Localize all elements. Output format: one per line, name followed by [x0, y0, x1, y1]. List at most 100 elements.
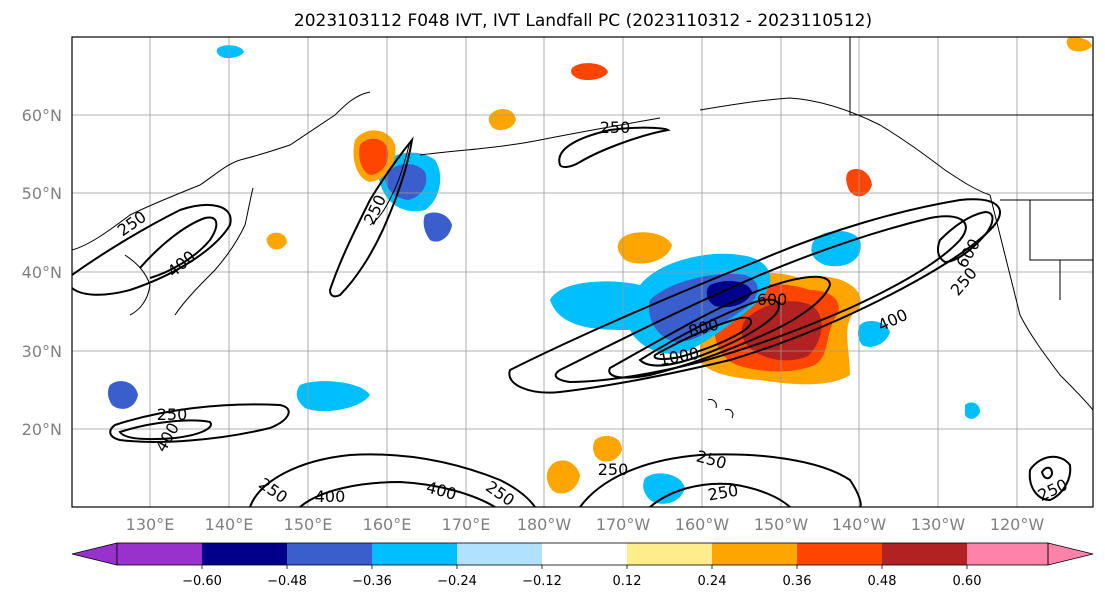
- border-canada: [849, 37, 1093, 116]
- positive-anomaly-patch-2: [617, 232, 672, 264]
- contour-250-south-2: [249, 453, 536, 507]
- contour-250-south-east: [1028, 455, 1072, 502]
- lat-label: 30°N: [22, 342, 62, 361]
- contour-600-main: [608, 275, 832, 379]
- figure-title: 2023103112 F048 IVT, IVT Landfall PC (20…: [294, 11, 872, 31]
- coastline-aleutians: [419, 117, 661, 156]
- colorbar-tick-label: −0.48: [267, 574, 307, 589]
- contour-250-south-3: [579, 453, 862, 507]
- coastline-north-america: [989, 194, 1093, 411]
- colorbar-segment: [882, 543, 967, 565]
- lon-label: 120°W: [990, 515, 1045, 534]
- contour-250-kamchatka: [328, 136, 414, 298]
- negative-anomaly-patch-9: [965, 402, 980, 419]
- positive-anomaly-patch-8: [266, 232, 287, 250]
- contour-250-japan: [72, 204, 232, 296]
- coastline-alaska: [699, 97, 991, 196]
- colorbar-tick-label: 0.48: [868, 574, 897, 589]
- positive-anomaly-patch-6: [592, 435, 622, 462]
- colorbar-tick-labels: −0.60 −0.48 −0.36 −0.24 −0.12 0.12 0.24 …: [182, 574, 981, 589]
- colorbar-ticks: [201, 565, 968, 569]
- coastline-korea: [124, 254, 151, 316]
- positive-anomaly-kamchatka-core: [359, 138, 389, 175]
- colorbar-segment: [967, 543, 1048, 565]
- colorbar-segment: [287, 543, 372, 565]
- colorbar-over-extension: [1047, 542, 1094, 566]
- colorbar-under-extension: [71, 542, 118, 566]
- contour-label: 400: [315, 487, 346, 506]
- positive-anomaly-patch-7: [1066, 37, 1092, 52]
- lon-label: 130°W: [911, 515, 966, 534]
- contour-600-east: [936, 210, 994, 264]
- island-hawaii: [707, 399, 734, 419]
- negative-anomaly-patch-3: [811, 230, 861, 267]
- coastline-asia: [72, 91, 371, 251]
- colorbar-segment: [202, 543, 287, 565]
- negative-anomaly-patch-6: [643, 473, 685, 504]
- lon-label: 130°E: [126, 515, 175, 534]
- contour-250-south-east-inner: [1040, 466, 1054, 480]
- map-panel: 250 250 250 400 250 400 250 400 600 800 …: [71, 36, 1094, 508]
- negative-anomaly-patch-8: [857, 320, 890, 347]
- contour-label: 250: [598, 460, 629, 479]
- colorbar-segment: [117, 543, 202, 565]
- colorbar-tick-label: 0.12: [613, 574, 642, 589]
- colorbar-tick-label: −0.60: [182, 574, 222, 589]
- colorbar-segment: [627, 543, 712, 565]
- lat-label: 20°N: [22, 420, 62, 439]
- colorbar-tick-label: −0.36: [352, 574, 392, 589]
- contour-250-north: [558, 126, 671, 168]
- lon-label: 180°W: [517, 515, 572, 534]
- lon-label: 140°W: [832, 515, 887, 534]
- negative-anomaly-patch-1: [423, 212, 452, 242]
- contour-250-south-4: [649, 482, 791, 507]
- colorbar-tick-label: 0.60: [953, 574, 982, 589]
- ivt-contours: [72, 126, 1072, 507]
- contour-400-main: [554, 215, 967, 384]
- contour-400-south: [118, 419, 212, 441]
- colorbar: −0.60 −0.48 −0.36 −0.24 −0.12 0.12 0.24 …: [71, 542, 1094, 589]
- positive-anomaly-patch-5: [546, 460, 580, 494]
- contour-label: 250: [600, 118, 631, 137]
- contour-400-south-2: [299, 480, 496, 507]
- border-states: [1029, 200, 1093, 300]
- colorbar-tick-label: 0.24: [698, 574, 727, 589]
- lon-label: 160°W: [675, 515, 730, 534]
- lon-label: 150°W: [754, 515, 809, 534]
- colorbar-segment: [372, 543, 457, 565]
- negative-anomaly-patch-7: [216, 45, 244, 59]
- colorbar-segment: [797, 543, 882, 565]
- longitude-labels: 130°E 140°E 150°E 160°E 170°E 180°W 170°…: [126, 515, 1045, 534]
- lon-label: 150°E: [284, 515, 333, 534]
- colorbar-segment: [542, 543, 627, 565]
- positive-anomaly-max: [741, 301, 822, 361]
- contour-label: 250: [157, 405, 188, 424]
- lon-label: 140°E: [205, 515, 254, 534]
- negative-anomaly-patch-4: [107, 381, 138, 409]
- lon-label: 170°W: [596, 515, 651, 534]
- lat-label: 40°N: [22, 263, 62, 282]
- lon-label: 160°E: [363, 515, 412, 534]
- colorbar-tick-label: −0.24: [437, 574, 477, 589]
- map-frame: [71, 36, 1094, 508]
- positive-anomaly-patch-3: [571, 63, 608, 80]
- contour-400-japan: [139, 216, 218, 279]
- lon-label: 170°E: [442, 515, 491, 534]
- positive-anomaly-patch-4: [488, 108, 516, 131]
- coastline-japan: [174, 187, 254, 316]
- colorbar-frame: [116, 542, 1049, 566]
- coastlines: [72, 37, 1093, 419]
- contour-label: 600: [757, 290, 788, 309]
- negative-anomaly-kamchatka-core: [385, 164, 427, 200]
- negative-anomaly-max: [706, 280, 752, 308]
- contour-800-main: [638, 298, 780, 367]
- contour-250-south-1: [109, 403, 290, 443]
- negative-anomaly-patch-5: [296, 381, 370, 412]
- colorbar-tick-label: 0.36: [783, 574, 812, 589]
- latitude-labels: 60°N 50°N 40°N 30°N 20°N: [22, 106, 62, 439]
- colorbar-segment: [712, 543, 797, 565]
- lat-label: 60°N: [22, 106, 62, 125]
- contour-250-main: [508, 198, 1001, 394]
